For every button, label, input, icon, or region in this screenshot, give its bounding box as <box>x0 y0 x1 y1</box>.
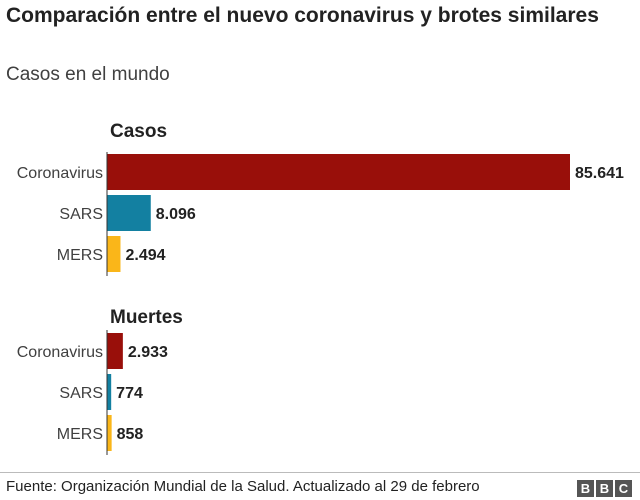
value-label: 2.933 <box>128 344 168 361</box>
bar <box>107 415 112 451</box>
chart-subtitle: Casos en el mundo <box>6 64 170 85</box>
value-label: 858 <box>117 426 144 443</box>
panel-title: Muertes <box>110 307 183 328</box>
logo-letter: C <box>615 480 632 497</box>
value-label: 85.641 <box>575 165 624 182</box>
category-label: Coronavirus <box>17 344 103 361</box>
value-label: 774 <box>116 385 143 402</box>
bar <box>107 333 123 369</box>
category-label: SARS <box>59 206 103 223</box>
category-label: MERS <box>57 247 103 264</box>
bar <box>107 154 570 190</box>
panel-title: Casos <box>110 121 167 142</box>
bar <box>107 374 112 410</box>
category-label: Coronavirus <box>17 165 103 182</box>
value-label: 2.494 <box>125 247 165 264</box>
value-label: 8.096 <box>156 206 196 223</box>
footer-divider <box>0 472 640 473</box>
logo-letter: B <box>577 480 594 497</box>
source-note: Fuente: Organización Mundial de la Salud… <box>6 478 480 495</box>
category-label: SARS <box>59 385 103 402</box>
logo-letter: B <box>596 480 613 497</box>
bar-chart: Casos Coronavirus 85.641 SARS 8.096 MERS 2.494… <box>17 121 624 455</box>
bar <box>107 195 151 231</box>
footer: Fuente: Organización Mundial de la Salud… <box>0 462 640 500</box>
bbc-logo: B B C <box>577 480 632 497</box>
category-label: MERS <box>57 426 103 443</box>
chart-title: Comparación entre el nuevo coronavirus y… <box>6 4 599 27</box>
bar <box>107 236 121 272</box>
